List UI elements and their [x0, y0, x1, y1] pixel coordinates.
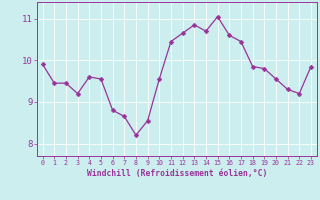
X-axis label: Windchill (Refroidissement éolien,°C): Windchill (Refroidissement éolien,°C): [87, 169, 267, 178]
